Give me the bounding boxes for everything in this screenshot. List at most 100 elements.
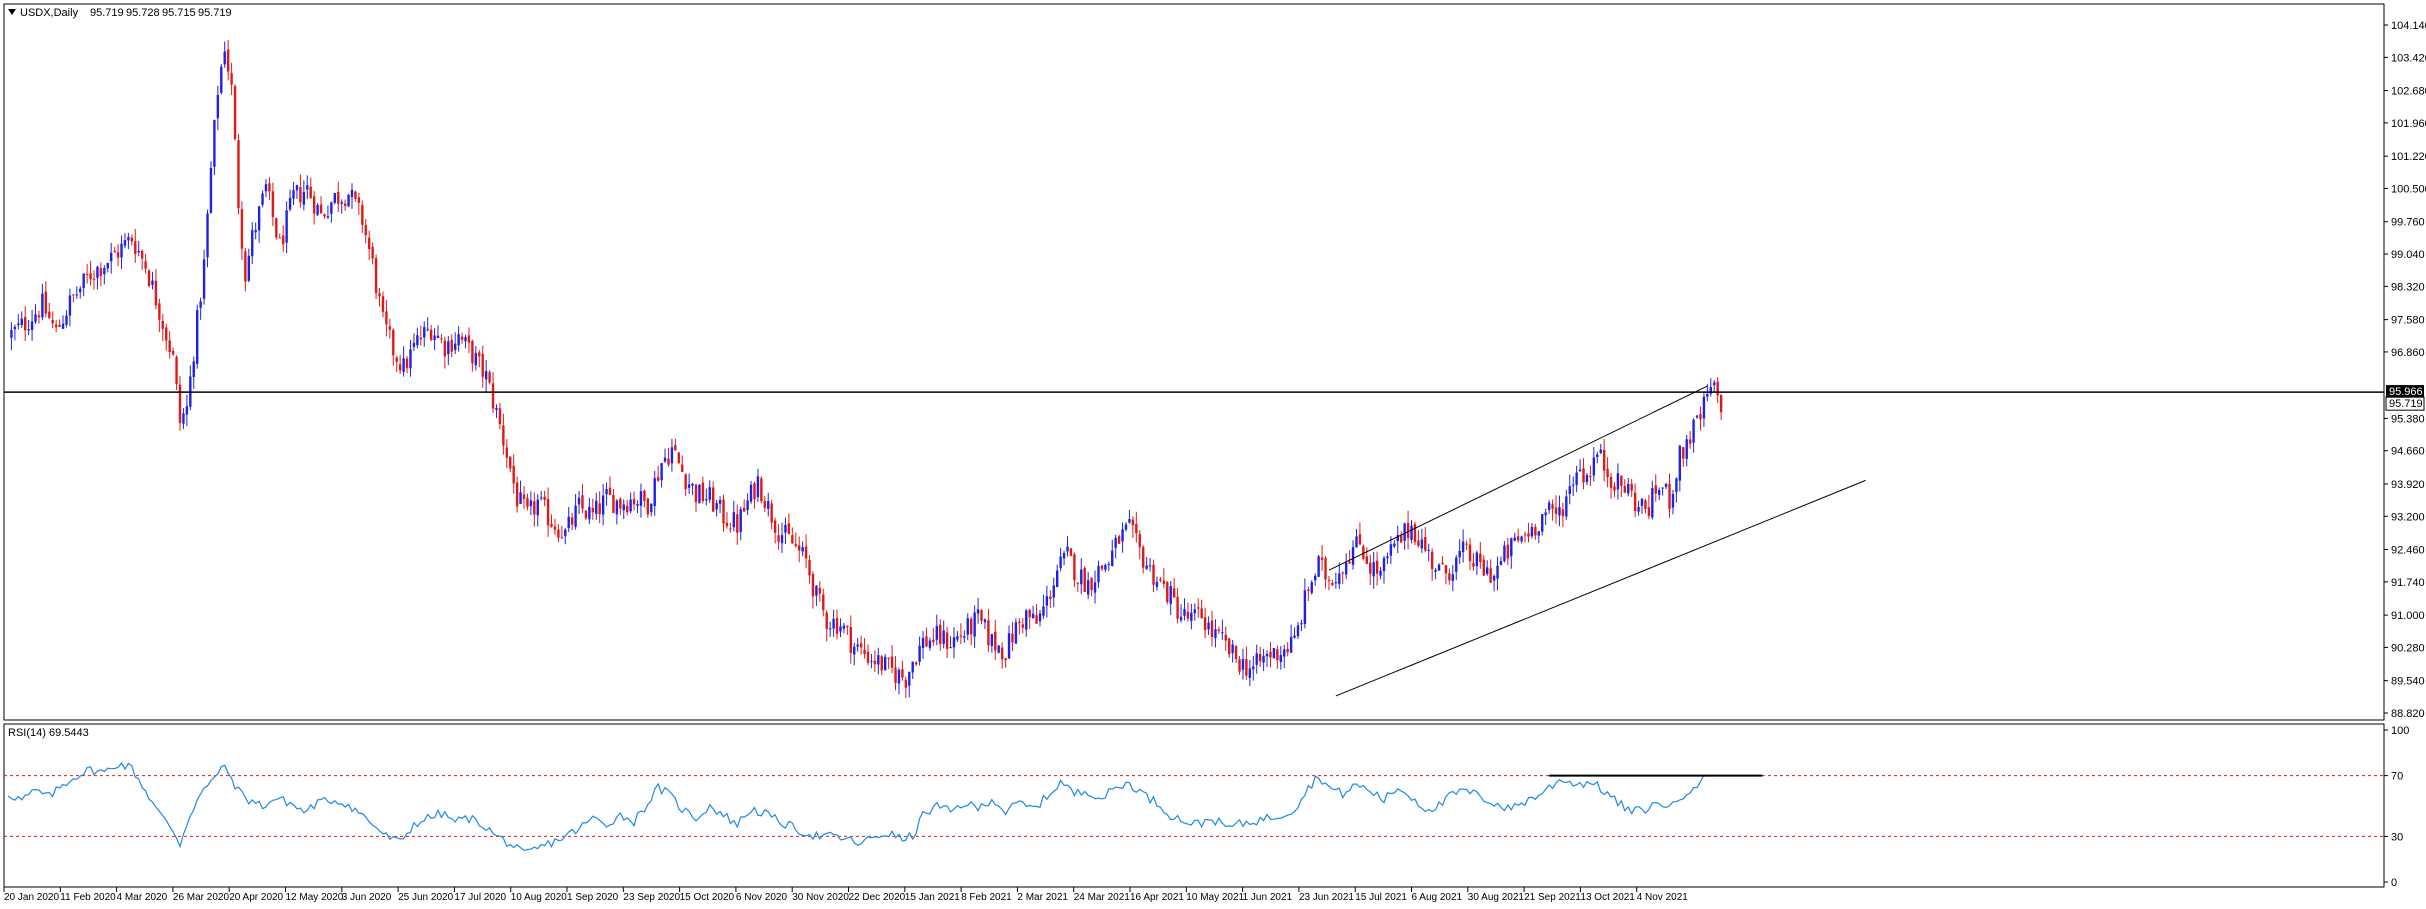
x-tick-label: 10 Aug 2020 bbox=[511, 892, 568, 903]
candle-body bbox=[1007, 633, 1011, 659]
candle-body bbox=[897, 669, 901, 684]
candle-body bbox=[1100, 565, 1104, 569]
candle-body bbox=[1417, 540, 1420, 546]
candle-body bbox=[526, 498, 529, 507]
candle-body bbox=[550, 523, 553, 527]
candle-body bbox=[1334, 582, 1338, 584]
dropdown-triangle-icon[interactable] bbox=[8, 9, 16, 15]
candle-body bbox=[1197, 607, 1200, 609]
candle-body bbox=[429, 329, 433, 340]
candle-body bbox=[196, 309, 199, 364]
candle-body bbox=[877, 655, 880, 665]
candle-body bbox=[1386, 556, 1389, 559]
candle-body bbox=[536, 499, 539, 516]
x-tick-label: 26 Mar 2020 bbox=[173, 892, 230, 903]
candle-body bbox=[1668, 483, 1671, 509]
candle-body bbox=[220, 66, 223, 93]
candle-body bbox=[567, 516, 570, 529]
candle-body bbox=[1365, 556, 1368, 564]
candle-body bbox=[619, 498, 622, 509]
candle-body bbox=[1269, 651, 1272, 658]
candle-body bbox=[1104, 564, 1107, 570]
candle-body bbox=[687, 484, 691, 488]
candle-body bbox=[832, 618, 835, 629]
candle-body bbox=[368, 237, 371, 249]
channel-upper-line[interactable] bbox=[1328, 385, 1708, 571]
candle-body bbox=[1138, 534, 1141, 548]
x-tick-label: 24 Mar 2021 bbox=[1074, 892, 1131, 903]
candle-body bbox=[92, 278, 96, 280]
candle-body bbox=[371, 246, 374, 259]
candle-body bbox=[546, 498, 550, 526]
candle-body bbox=[99, 268, 103, 277]
candle-body bbox=[1661, 487, 1664, 489]
candle-body bbox=[1520, 536, 1523, 542]
candle-body bbox=[722, 499, 725, 524]
candle-body bbox=[1406, 522, 1410, 538]
x-axis: 20 Jan 2020 11 Feb 2020 4 Mar 2020 26 Mar 2… bbox=[3, 887, 1688, 903]
candle-body bbox=[1314, 575, 1317, 581]
channel-lower-line[interactable] bbox=[1335, 479, 1866, 697]
price-tick-label: 93.920 bbox=[2391, 479, 2425, 491]
candle-body bbox=[464, 337, 467, 342]
price-y-axis: 104.140 103.420 102.680 101.960 101.220 100.5… bbox=[2384, 20, 2426, 720]
candle-body bbox=[110, 252, 113, 262]
rsi-tick-label: 0 bbox=[2391, 877, 2397, 889]
price-tick-label: 91.740 bbox=[2391, 577, 2425, 589]
candle-body bbox=[72, 294, 75, 296]
candle-body bbox=[1448, 573, 1451, 581]
candle-body bbox=[271, 191, 275, 217]
candle-body bbox=[945, 632, 949, 649]
candle-body bbox=[966, 618, 969, 635]
candle-body bbox=[980, 610, 983, 621]
candle-body bbox=[519, 492, 522, 504]
candle-body bbox=[1613, 486, 1616, 491]
resistance-label-bg bbox=[2386, 385, 2424, 399]
candle-body bbox=[959, 635, 963, 637]
candle-body bbox=[1465, 543, 1468, 545]
candle-body bbox=[577, 497, 581, 505]
candle-body bbox=[859, 643, 863, 648]
candle-body bbox=[1441, 562, 1444, 565]
candle-body bbox=[1444, 565, 1448, 574]
candle-body bbox=[1719, 394, 1723, 413]
x-tick-label: 2 Mar 2021 bbox=[1017, 892, 1068, 903]
x-tick-label: 15 Jan 2021 bbox=[905, 892, 960, 903]
candle-body bbox=[1451, 574, 1454, 581]
candle-body bbox=[120, 243, 123, 258]
ohlc-high: 95.728 bbox=[126, 7, 160, 19]
candle-body bbox=[1413, 524, 1417, 543]
candle-body bbox=[825, 612, 828, 630]
candle-body bbox=[990, 634, 994, 647]
price-tick-label: 98.320 bbox=[2391, 281, 2425, 293]
candle-body bbox=[96, 266, 99, 278]
x-tick-label: 16 Apr 2021 bbox=[1130, 892, 1184, 903]
candle-body bbox=[1461, 541, 1465, 553]
candle-body bbox=[1537, 531, 1540, 536]
candle-body bbox=[718, 500, 722, 504]
candle-body bbox=[82, 273, 85, 289]
candle-body bbox=[1248, 668, 1252, 678]
candle-body bbox=[10, 330, 13, 338]
candle-body bbox=[636, 504, 639, 506]
candle-body bbox=[1671, 494, 1675, 508]
candle-body bbox=[849, 626, 852, 654]
candle-body bbox=[1510, 538, 1513, 557]
candle-body bbox=[65, 315, 68, 325]
candle-body bbox=[209, 168, 213, 213]
candle-body bbox=[997, 645, 1000, 653]
candle-body bbox=[1210, 620, 1214, 637]
candle-body bbox=[1159, 579, 1162, 581]
candle-body bbox=[1093, 582, 1097, 593]
current-price-label-bg bbox=[2385, 396, 2425, 411]
candle-body bbox=[1307, 589, 1310, 591]
x-tick-label: 13 Oct 2021 bbox=[1580, 892, 1635, 903]
candle-body bbox=[1596, 454, 1599, 458]
rsi-tick-label: 70 bbox=[2391, 771, 2403, 783]
candle-body bbox=[175, 356, 178, 384]
candle-body bbox=[1000, 647, 1004, 660]
candle-body bbox=[787, 523, 791, 534]
candle-body bbox=[1186, 611, 1190, 619]
candle-body bbox=[484, 371, 488, 380]
